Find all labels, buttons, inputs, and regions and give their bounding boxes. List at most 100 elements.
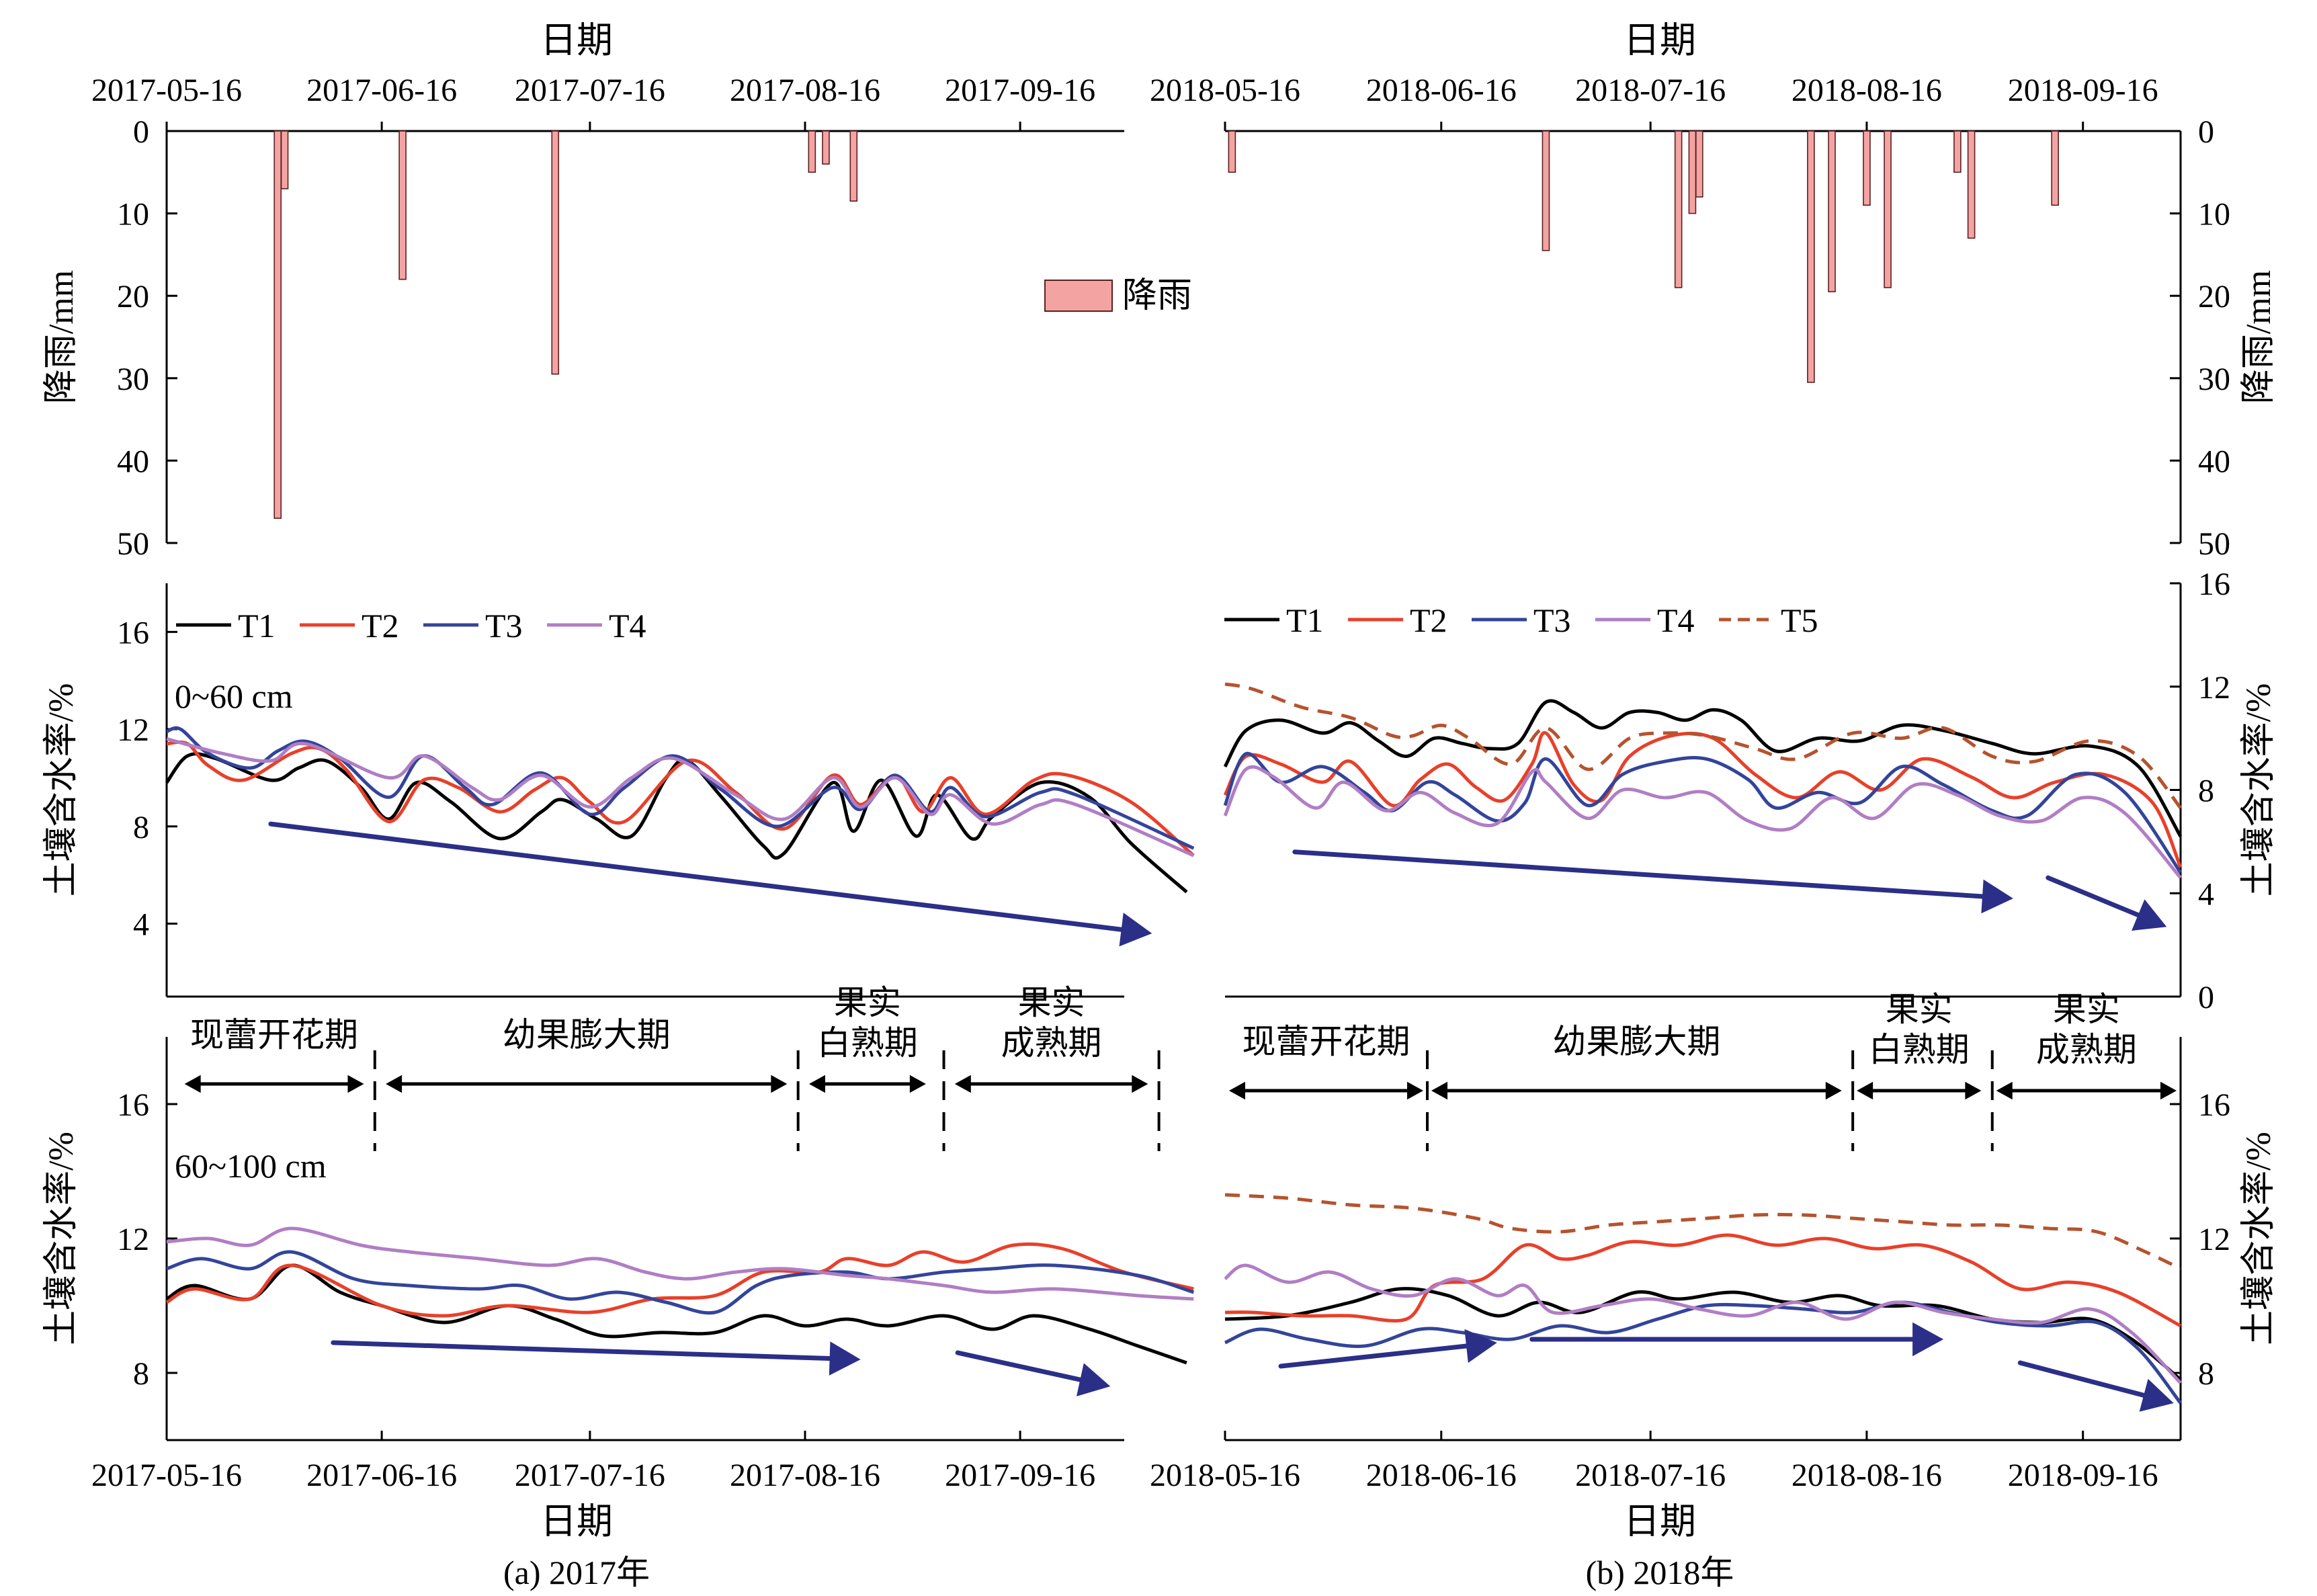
x-tick-label: 2017-08-16 xyxy=(730,1458,880,1493)
legend-label-rain: 降雨 xyxy=(1122,277,1192,315)
legend-label-t2: T2 xyxy=(1410,601,1447,639)
y-tick-label: 8 xyxy=(133,810,149,845)
y-axis-label: 土壤含水率/% xyxy=(42,1132,81,1345)
y-axis-label: 土壤含水率/% xyxy=(2240,683,2278,897)
y-axis-label: 土壤含水率/% xyxy=(2240,1132,2278,1345)
legend-label-t1: T1 xyxy=(1286,601,1324,639)
series-line-t4 xyxy=(1223,765,2182,879)
y-tick-label: 16 xyxy=(2198,1087,2230,1123)
rain-bar xyxy=(280,130,289,190)
stage-arrow-left-1-head xyxy=(1431,1081,1448,1100)
depth-annotation: 60~100 cm xyxy=(175,1147,327,1185)
y-tick-label: 0 xyxy=(2198,114,2214,150)
stage-arrow-left-2-head xyxy=(1857,1081,1873,1100)
top-axis-title-a: 日期 xyxy=(540,20,613,60)
trend-arrow-2-head xyxy=(2139,1378,2174,1412)
chart-b-rain: 0 10 20 30 40 50 降雨/mm 2018-05-16 2018-06-16 2018… xyxy=(1150,73,2278,562)
x-tick-label: 2018-06-16 xyxy=(1366,1458,1517,1493)
trend-arrow-0-head xyxy=(1119,913,1152,947)
chart-b-bottom: 8 12 16 土壤含水率/% 2018-05-16 2018-06-16 2018-07-… xyxy=(1150,991,2278,1493)
x-tick-label: 2018-05-16 xyxy=(1150,73,1300,108)
x-tick-label: 2017-08-16 xyxy=(730,73,880,108)
x-tick-label: 2018-09-16 xyxy=(2008,1458,2158,1493)
legend-label-t4: T4 xyxy=(609,607,646,644)
y-tick-label: 20 xyxy=(117,279,149,314)
stage-arrow-left-0-head xyxy=(1229,1081,1245,1100)
chart-a-rain: 0 10 20 30 40 50 降雨/mm 2017-05-16 2017-06-16 2017… xyxy=(42,73,1192,562)
rain-bar xyxy=(808,130,816,173)
y-axis-label: 降雨/mm xyxy=(2240,270,2278,404)
trend-arrow-0-shaft xyxy=(331,1340,833,1361)
rain-bar xyxy=(273,130,282,519)
trend-arrow-1-shaft xyxy=(955,1350,1083,1382)
x-axis-title-a: 日期 xyxy=(540,1501,613,1542)
series-line-t2 xyxy=(1224,1233,2182,1328)
series-line-t3 xyxy=(1224,1300,2182,1404)
chart-a-top: 4 8 12 16 土壤含水率/% T1 T2 T3 T4 0~60 cm xyxy=(42,583,1195,998)
x-tick-label: 2018-08-16 xyxy=(1792,73,1942,108)
stage-label-line1: 果实 xyxy=(1018,984,1085,1021)
rain-bar xyxy=(822,130,830,165)
y-axis-label: 降雨/mm xyxy=(42,270,81,404)
y-tick-label: 20 xyxy=(2198,279,2230,314)
series-line-t3 xyxy=(166,1250,1195,1315)
stage-arrow-left-3-head xyxy=(954,1075,971,1093)
stage-label-line2: 成熟期 xyxy=(2036,1031,2137,1068)
x-tick-label: 2018-05-16 xyxy=(1150,1458,1300,1493)
rain-bar xyxy=(1884,130,1892,288)
rain-bar xyxy=(551,130,560,375)
rain-bar xyxy=(1695,130,1703,198)
x-tick-label: 2018-06-16 xyxy=(1366,73,1517,108)
trend-arrow-1-head xyxy=(2132,899,2167,931)
legend-swatch-rain xyxy=(1044,280,1113,312)
stage-arrow-right-2-head xyxy=(909,1075,926,1093)
x-tick-label: 2017-05-16 xyxy=(91,1458,242,1493)
panel-caption-a: (a) 2017年 xyxy=(503,1554,650,1591)
x-tick-label: 2018-09-16 xyxy=(2008,73,2158,108)
series-line-t4 xyxy=(166,737,1195,857)
rain-bar xyxy=(1674,130,1683,288)
top-axis-title-b: 日期 xyxy=(1624,20,1696,60)
stage-label-line2: 成熟期 xyxy=(1001,1024,1102,1062)
rain-bar xyxy=(849,130,858,202)
legend-label-t3: T3 xyxy=(485,607,523,644)
x-tick-label: 2017-07-16 xyxy=(515,73,665,108)
trend-arrow-1-head xyxy=(1076,1363,1111,1396)
x-tick-label: 2017-06-16 xyxy=(306,73,457,108)
series-line-t4 xyxy=(1224,1263,2182,1384)
stage-arrow-right-0-head xyxy=(1407,1081,1424,1100)
panel-a: 0 10 20 30 40 50 降雨/mm 2017-05-16 2017-06-16 2017… xyxy=(42,73,1195,1493)
stage-label: 现蕾开花期 xyxy=(1242,1023,1410,1060)
y-tick-label: 16 xyxy=(2198,566,2230,602)
rain-bar xyxy=(1967,130,1976,239)
rain-bar xyxy=(1228,130,1236,173)
series-line-t5 xyxy=(1224,682,2182,809)
series-line-t1 xyxy=(165,752,1188,894)
y-tick-label: 8 xyxy=(2198,1356,2214,1392)
y-tick-label: 4 xyxy=(2198,876,2214,912)
stage-arrow-right-2-head xyxy=(1965,1081,1982,1100)
series-line-t1 xyxy=(1223,699,2183,837)
static-labels: 日期 日期 日期 日期 (a) 2017年 (b) 2018年 xyxy=(503,20,1734,1591)
stage-arrow-left-3-head xyxy=(1996,1081,2013,1100)
x-axis-title-b: 日期 xyxy=(1624,1501,1696,1542)
y-tick-label: 16 xyxy=(117,615,149,650)
y-tick-label: 16 xyxy=(117,1087,149,1123)
stage-arrow-right-0-head xyxy=(347,1075,364,1093)
series-line-t3 xyxy=(1223,751,2183,874)
trend-arrow-0-shaft xyxy=(268,821,1124,932)
y-tick-label: 12 xyxy=(2198,1222,2230,1257)
y-tick-label: 40 xyxy=(2198,444,2230,479)
y-tick-label: 12 xyxy=(117,1222,149,1257)
y-tick-label: 0 xyxy=(2198,980,2214,1015)
chart-a-bottom: 8 12 16 土壤含水率/% 2017-05-16 2017-06-16 2017-07-… xyxy=(42,984,1195,1493)
stage-arrow-left-0-head xyxy=(184,1075,201,1093)
trend-arrow-0-head xyxy=(1464,1329,1497,1363)
legend-label-t4: T4 xyxy=(1657,601,1695,639)
legend-label-t2: T2 xyxy=(362,607,399,644)
stage-arrow-right-3-head xyxy=(2160,1081,2177,1100)
y-axis-label: 土壤含水率/% xyxy=(42,683,81,897)
rain-bar xyxy=(1542,130,1550,251)
